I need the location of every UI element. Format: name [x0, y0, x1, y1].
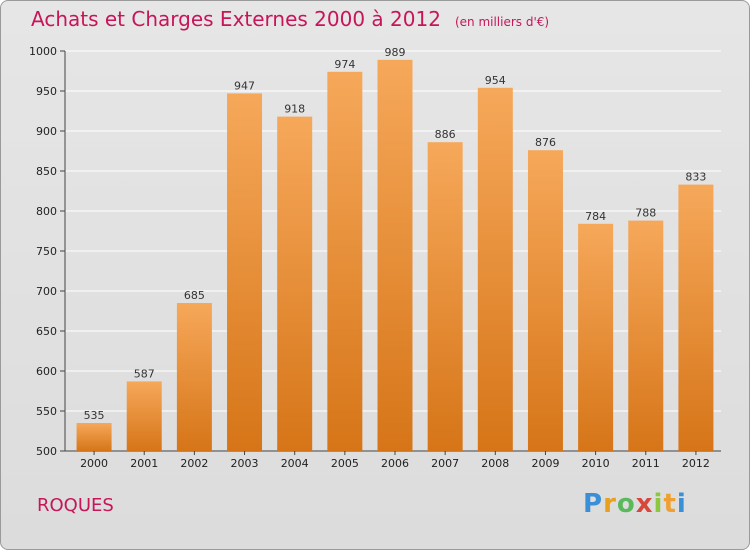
x-tick-label-2012: 2012 [682, 457, 710, 470]
commune-name: ROQUES [37, 495, 114, 516]
y-tick-label: 800 [36, 205, 57, 218]
x-tick-label-2008: 2008 [481, 457, 509, 470]
value-label-2003: 947 [234, 79, 255, 92]
x-tick-label-2001: 2001 [130, 457, 158, 470]
value-label-2005: 974 [334, 58, 355, 71]
value-label-2004: 918 [284, 103, 305, 116]
value-label-2006: 989 [385, 46, 406, 59]
y-tick-label: 950 [36, 85, 57, 98]
y-tick-label: 750 [36, 245, 57, 258]
y-tick-label: 650 [36, 325, 57, 338]
x-tick-label-2004: 2004 [281, 457, 309, 470]
bar-2001 [126, 381, 162, 451]
bar-2007 [427, 142, 463, 451]
bar-2008 [477, 87, 513, 452]
y-tick-label: 850 [36, 165, 57, 178]
bar-2002 [176, 303, 212, 451]
value-label-2007: 886 [435, 128, 456, 141]
bar-2004 [277, 116, 313, 451]
value-label-2000: 535 [84, 409, 105, 422]
bar-2005 [327, 71, 363, 452]
bar-2000 [76, 423, 112, 451]
y-tick-label: 1000 [29, 45, 57, 58]
y-tick-label: 500 [36, 445, 57, 458]
x-tick-label-2010: 2010 [582, 457, 610, 470]
y-tick-label: 550 [36, 405, 57, 418]
x-tick-label-2007: 2007 [431, 457, 459, 470]
value-label-2001: 587 [134, 367, 155, 380]
chart-unit: (en milliers d'€) [454, 15, 550, 29]
value-label-2011: 788 [635, 207, 656, 220]
value-label-2008: 954 [485, 74, 506, 87]
bar-2003 [227, 93, 263, 452]
bars [76, 59, 714, 452]
y-tick-label: 600 [36, 365, 57, 378]
y-tick-label: 900 [36, 125, 57, 138]
x-tick-label-2000: 2000 [80, 457, 108, 470]
x-tick-label-2002: 2002 [180, 457, 208, 470]
bar-2012 [678, 184, 714, 451]
labels: 500 550 600 650 700 750 800 850 900 950 1000 535 200… [29, 45, 710, 470]
chart-title: Achats et Charges Externes 2000 à 2012 (e… [31, 7, 549, 31]
x-tick-label-2005: 2005 [331, 457, 359, 470]
chart-title-text: Achats et Charges Externes 2000 à 2012 [31, 7, 441, 31]
proxiti-logo: Proxiti [583, 489, 687, 519]
y-tick-label: 700 [36, 285, 57, 298]
value-label-2002: 685 [184, 289, 205, 302]
bar-2009 [527, 150, 563, 451]
bar-2006 [377, 59, 413, 452]
x-tick-label-2003: 2003 [231, 457, 259, 470]
bar-2010 [578, 223, 614, 451]
x-tick-label-2006: 2006 [381, 457, 409, 470]
value-label-2010: 784 [585, 210, 606, 223]
value-label-2012: 833 [685, 171, 706, 184]
value-label-2009: 876 [535, 136, 556, 149]
bar-2011 [628, 220, 664, 451]
x-tick-label-2011: 2011 [632, 457, 660, 470]
x-tick-label-2009: 2009 [531, 457, 559, 470]
